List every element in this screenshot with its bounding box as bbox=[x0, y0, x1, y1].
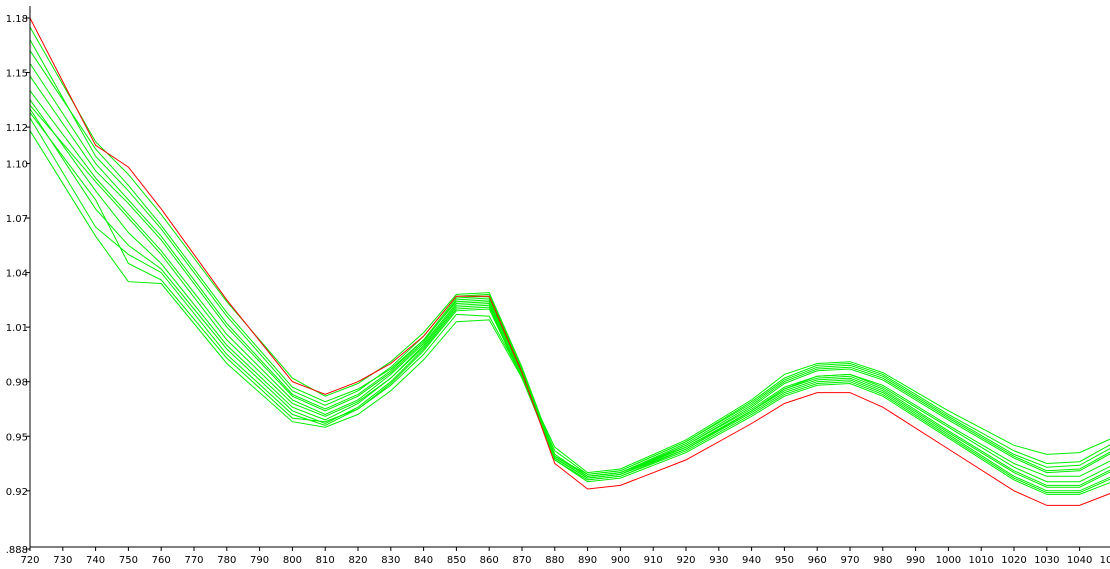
x-tick-label: 900 bbox=[611, 555, 630, 566]
x-tick-label: 810 bbox=[316, 555, 335, 566]
x-tick-label: 910 bbox=[644, 555, 663, 566]
y-tick-label: 1.18 bbox=[6, 14, 28, 25]
x-tick-label: 990 bbox=[906, 555, 925, 566]
series-line-10 bbox=[29, 130, 1110, 474]
y-tick-label: 1.07 bbox=[6, 214, 28, 225]
x-tick-label: 770 bbox=[184, 555, 203, 566]
x-tick-label: 840 bbox=[414, 555, 433, 566]
x-tick-label: 730 bbox=[53, 555, 72, 566]
x-tick-label: 780 bbox=[217, 555, 236, 566]
x-tick-label: 970 bbox=[840, 555, 859, 566]
x-tick-label: 750 bbox=[119, 555, 138, 566]
x-tick-label: 870 bbox=[512, 555, 531, 566]
x-tick-label: 850 bbox=[447, 555, 466, 566]
x-tick-label: 860 bbox=[480, 555, 499, 566]
x-tick-label: 790 bbox=[250, 555, 269, 566]
y-tick-label: .888 bbox=[6, 545, 28, 556]
series-line-7 bbox=[29, 99, 1110, 481]
x-tick-label: 1030 bbox=[1034, 555, 1059, 566]
y-tick-label: 0.95 bbox=[6, 432, 28, 443]
x-tick-layer: 720 730 740 750 760 770 780 790 800 810 820 830 840 8… bbox=[20, 547, 1110, 566]
y-tick-layer: .888 0.92 0.95 0.98 1.01 1.04 1.07 1.10 1.12 1.15… bbox=[6, 14, 30, 556]
x-tick-label: 800 bbox=[283, 555, 302, 566]
x-tick-label: 880 bbox=[545, 555, 564, 566]
x-tick-label: 980 bbox=[873, 555, 892, 566]
y-tick-label: 0.92 bbox=[6, 487, 28, 498]
x-tick-label: 1010 bbox=[968, 555, 993, 566]
y-tick-label: 1.01 bbox=[6, 323, 28, 334]
series-line-5 bbox=[29, 39, 1110, 483]
x-tick-label: 1020 bbox=[1001, 555, 1026, 566]
series-layer bbox=[29, 17, 1110, 506]
x-tick-label: 950 bbox=[775, 555, 794, 566]
series-line-8 bbox=[29, 108, 1110, 479]
y-tick-label: 1.12 bbox=[6, 123, 28, 134]
x-tick-label: 930 bbox=[709, 555, 728, 566]
x-tick-label: 820 bbox=[348, 555, 367, 566]
series-line-2 bbox=[29, 75, 1110, 492]
series-line-13 bbox=[29, 17, 1110, 506]
x-tick-label: 740 bbox=[86, 555, 105, 566]
x-tick-label: 890 bbox=[578, 555, 597, 566]
x-tick-label: 830 bbox=[381, 555, 400, 566]
series-line-11 bbox=[29, 112, 1110, 475]
x-tick-label: 940 bbox=[742, 555, 761, 566]
series-line-12 bbox=[29, 104, 1110, 477]
x-tick-label: 960 bbox=[808, 555, 827, 566]
series-line-6 bbox=[29, 63, 1110, 486]
axis-layer bbox=[29, 6, 1110, 548]
x-tick-label: 720 bbox=[20, 555, 39, 566]
series-line-9 bbox=[29, 117, 1110, 475]
x-tick-label: 920 bbox=[676, 555, 695, 566]
x-tick-label: 1050 bbox=[1100, 555, 1110, 566]
y-tick-label: 1.10 bbox=[6, 159, 28, 170]
series-line-1 bbox=[29, 50, 1110, 495]
y-tick-label: 1.15 bbox=[6, 69, 28, 80]
y-tick-label: 1.04 bbox=[6, 269, 28, 280]
x-tick-label: 1000 bbox=[936, 555, 961, 566]
x-tick-label: 760 bbox=[152, 555, 171, 566]
y-tick-label: 0.98 bbox=[6, 378, 28, 389]
x-tick-label: 1040 bbox=[1067, 555, 1092, 566]
